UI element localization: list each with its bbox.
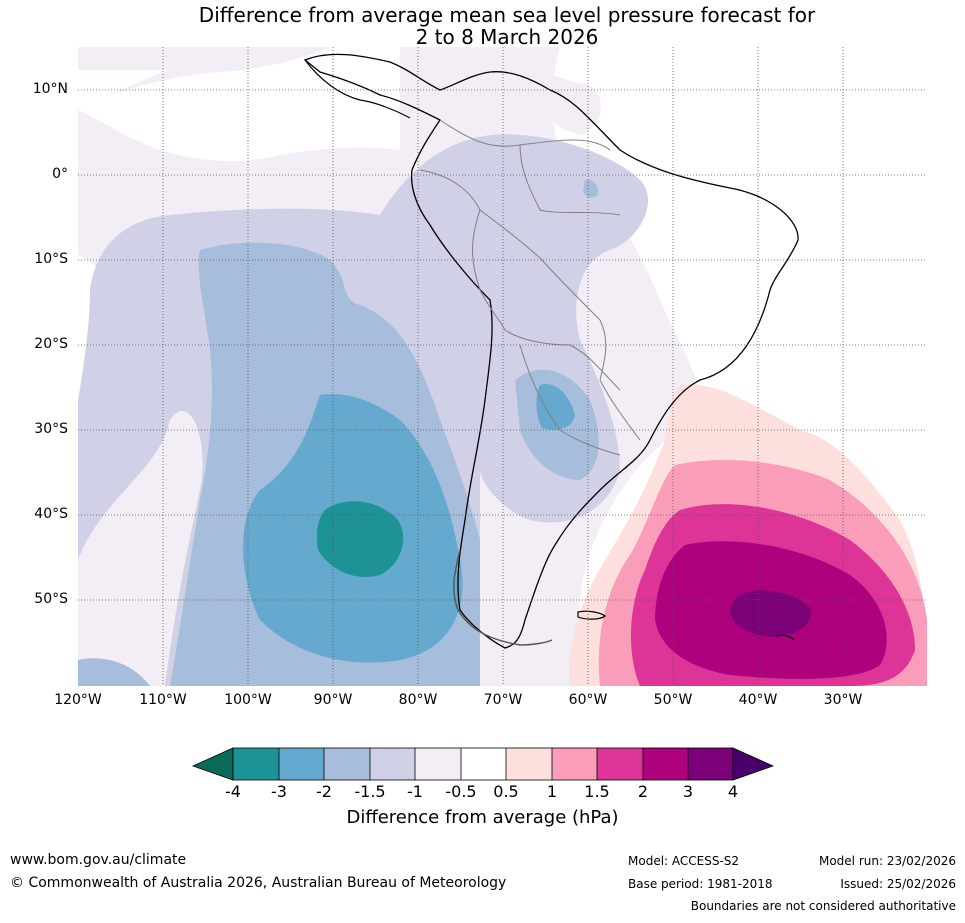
lon-label: 60°W	[568, 692, 608, 708]
colorbar-tick-label: -4	[225, 782, 241, 801]
bom-url-link[interactable]: www.bom.gov.au/climate	[10, 852, 187, 868]
colorbar-tick-label: 1	[546, 782, 558, 801]
colorbar-segment	[597, 748, 643, 780]
lon-label: 90°W	[313, 692, 353, 708]
copyright-text: © Commonwealth of Australia 2026, Austra…	[10, 875, 507, 891]
title-line-1: Difference from average mean sea level p…	[198, 3, 816, 27]
colorbar-extend-max	[732, 747, 775, 781]
colorbar-tick-label: -2	[316, 782, 332, 801]
issued-date: Issued: 25/02/2026	[840, 877, 956, 891]
lon-label: 120°W	[54, 692, 102, 708]
lon-label: 30°W	[823, 692, 863, 708]
anomaly-band-plus3	[730, 590, 811, 637]
colorbar-tick-label: 4	[727, 782, 739, 801]
anomaly-band-minus4	[316, 501, 404, 578]
lat-label: 0°	[52, 166, 68, 182]
south-america-coastline	[303, 53, 799, 649]
colorbar-segment	[461, 748, 506, 780]
colorbar-tick-label: 2	[637, 782, 649, 801]
lon-label: 80°W	[398, 692, 438, 708]
colorbar-tick-label: 0.5	[493, 782, 519, 801]
title-line-2: 2 to 8 March 2026	[415, 25, 599, 49]
falklands-outline	[577, 610, 606, 620]
colorbar-tick-label: -1.5	[354, 782, 386, 801]
lat-label: 20°S	[34, 336, 68, 352]
model-run-date: Model run: 23/02/2026	[818, 854, 956, 868]
colorbar-segment	[324, 748, 370, 780]
lat-label: 10°N	[32, 81, 68, 97]
colorbar-segment	[279, 748, 324, 780]
lon-label: 40°W	[738, 692, 778, 708]
lon-label: 110°W	[139, 692, 187, 708]
lat-label: 40°S	[34, 506, 68, 522]
colorbar-tick-label: -0.5	[445, 782, 477, 801]
colorbar-segment	[643, 748, 688, 780]
colorbar-segment	[233, 748, 279, 780]
colorbar-title: Difference from average (hPa)	[346, 807, 619, 828]
colorbar-tick-label: -3	[271, 782, 287, 801]
anomaly-neutral-patch	[78, 70, 170, 110]
colorbar-segment	[552, 748, 597, 780]
colorbar-tick-label: 1.5	[584, 782, 610, 801]
colorbar-segment	[370, 748, 415, 780]
colorbar-segment	[506, 748, 552, 780]
lat-label: 30°S	[34, 421, 68, 437]
lat-label: 10°S	[34, 251, 68, 267]
colorbar	[191, 747, 775, 781]
lon-label: 50°W	[653, 692, 693, 708]
boundaries-disclaimer: Boundaries are not considered authoritat…	[690, 899, 956, 913]
colorbar-segment	[688, 748, 733, 780]
map-title: Difference from average mean sea level p…	[0, 4, 965, 48]
graticule	[78, 47, 927, 686]
lat-label: 50°S	[34, 591, 68, 607]
colorbar-segment	[415, 748, 461, 780]
lon-label: 70°W	[483, 692, 523, 708]
model-name: Model: ACCESS-S2	[628, 854, 740, 868]
anomaly-band-minus3-inland	[536, 384, 575, 430]
colorbar-tick-label: -1	[407, 782, 423, 801]
colorbar-extend-min	[191, 747, 234, 781]
base-period: Base period: 1981-2018	[628, 877, 773, 891]
lon-label: 100°W	[224, 692, 272, 708]
colorbar-tick-label: 3	[682, 782, 694, 801]
